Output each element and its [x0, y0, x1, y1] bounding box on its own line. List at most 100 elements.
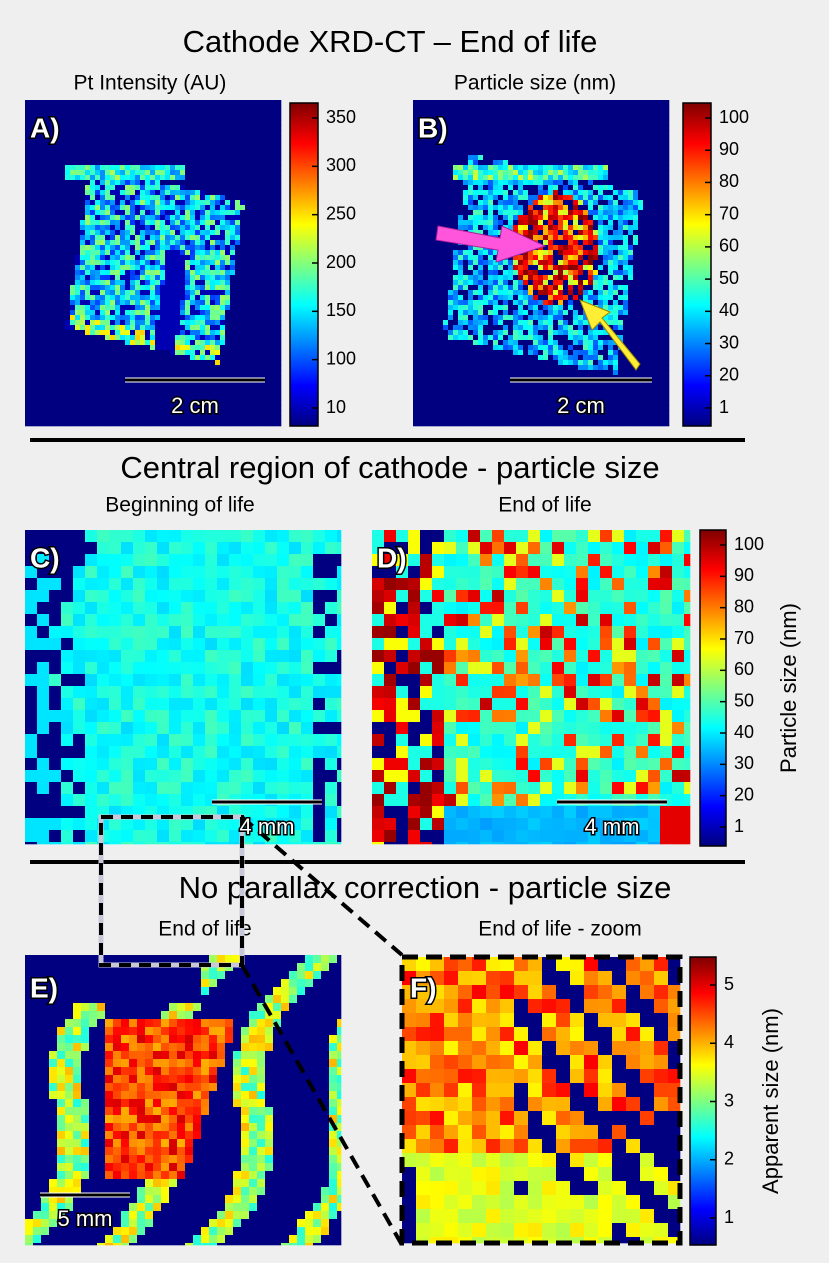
pixel: [155, 125, 161, 131]
pixel: [215, 315, 221, 321]
pixel: [648, 120, 654, 126]
pixel: [428, 240, 434, 246]
pixel: [135, 155, 141, 161]
pixel: [30, 100, 36, 106]
pixel: [80, 275, 86, 281]
pixel: [105, 355, 111, 361]
pixel: [85, 140, 91, 146]
pixel: [225, 355, 231, 361]
pixel: [210, 415, 216, 421]
pixel: [35, 255, 41, 261]
pixel: [235, 105, 241, 111]
pixel: [165, 335, 171, 341]
pixel: [225, 405, 231, 411]
pixel: [658, 195, 664, 201]
pixel: [230, 385, 236, 391]
pixel: [25, 355, 31, 361]
pixel: [105, 420, 111, 426]
pixel: [155, 310, 161, 316]
pixel: [60, 380, 66, 386]
pixel: [663, 185, 669, 191]
pixel: [120, 245, 126, 251]
pixel: [413, 220, 419, 226]
pixel: [225, 135, 231, 141]
pixel: [105, 295, 111, 301]
pixel: [60, 415, 66, 421]
pixel: [225, 140, 231, 146]
pixel: [255, 315, 261, 321]
pixel: [633, 135, 639, 141]
pixel: [255, 170, 261, 176]
pixel: [140, 155, 146, 161]
pixel: [598, 195, 604, 201]
pixel: [175, 205, 181, 211]
pixel: [463, 185, 469, 191]
pixel: [110, 365, 116, 371]
pixel: [155, 260, 161, 266]
pixel: [220, 115, 226, 121]
pixel: [553, 150, 559, 156]
pixel: [255, 125, 261, 131]
pixel: [633, 140, 639, 146]
pixel: [185, 125, 191, 131]
pixel: [120, 310, 126, 316]
pixel: [160, 400, 166, 406]
pixel: [140, 140, 146, 146]
pixel: [538, 125, 544, 131]
pixel: [245, 285, 251, 291]
pixel: [423, 250, 429, 256]
pixel: [95, 130, 101, 136]
pixel: [240, 415, 246, 421]
pixel: [85, 205, 91, 211]
pixel: [95, 150, 101, 156]
pixel: [85, 410, 91, 416]
pixel: [608, 125, 614, 131]
pixel: [45, 395, 51, 401]
pixel: [210, 135, 216, 141]
pixel: [185, 260, 191, 266]
pixel: [613, 235, 619, 241]
pixel: [70, 390, 76, 396]
pixel: [508, 225, 514, 231]
pixel: [245, 205, 251, 211]
pixel: [100, 390, 106, 396]
pixel: [230, 160, 236, 166]
pixel: [90, 265, 96, 271]
pixel: [260, 160, 266, 166]
pixel: [170, 205, 176, 211]
pixel: [25, 210, 31, 216]
pixel: [653, 180, 659, 186]
pixel: [220, 220, 226, 226]
pixel: [195, 180, 201, 186]
pixel: [215, 105, 221, 111]
pixel: [613, 190, 619, 196]
pixel: [225, 105, 231, 111]
pixel: [90, 120, 96, 126]
pixel: [245, 255, 251, 261]
pixel: [423, 125, 429, 131]
pixel: [190, 275, 196, 281]
pixel: [633, 190, 639, 196]
pixel: [145, 280, 151, 286]
pixel: [608, 100, 614, 106]
pixel: [115, 205, 121, 211]
pixel: [50, 150, 56, 156]
pixel: [260, 425, 266, 427]
pixel: [25, 250, 31, 256]
pixel: [65, 275, 71, 281]
pixel: [95, 270, 101, 276]
pixel: [270, 335, 276, 341]
pixel: [105, 425, 111, 427]
pixel: [648, 220, 654, 226]
pixel: [155, 385, 161, 391]
pixel: [260, 105, 266, 111]
pixel: [265, 110, 271, 116]
pixel: [55, 330, 61, 336]
pixel: [260, 410, 266, 416]
pixel: [638, 165, 644, 171]
pixel: [260, 370, 266, 376]
pixel: [250, 385, 256, 391]
pixel: [628, 110, 634, 116]
pixel: [115, 275, 121, 281]
pixel: [105, 400, 111, 406]
